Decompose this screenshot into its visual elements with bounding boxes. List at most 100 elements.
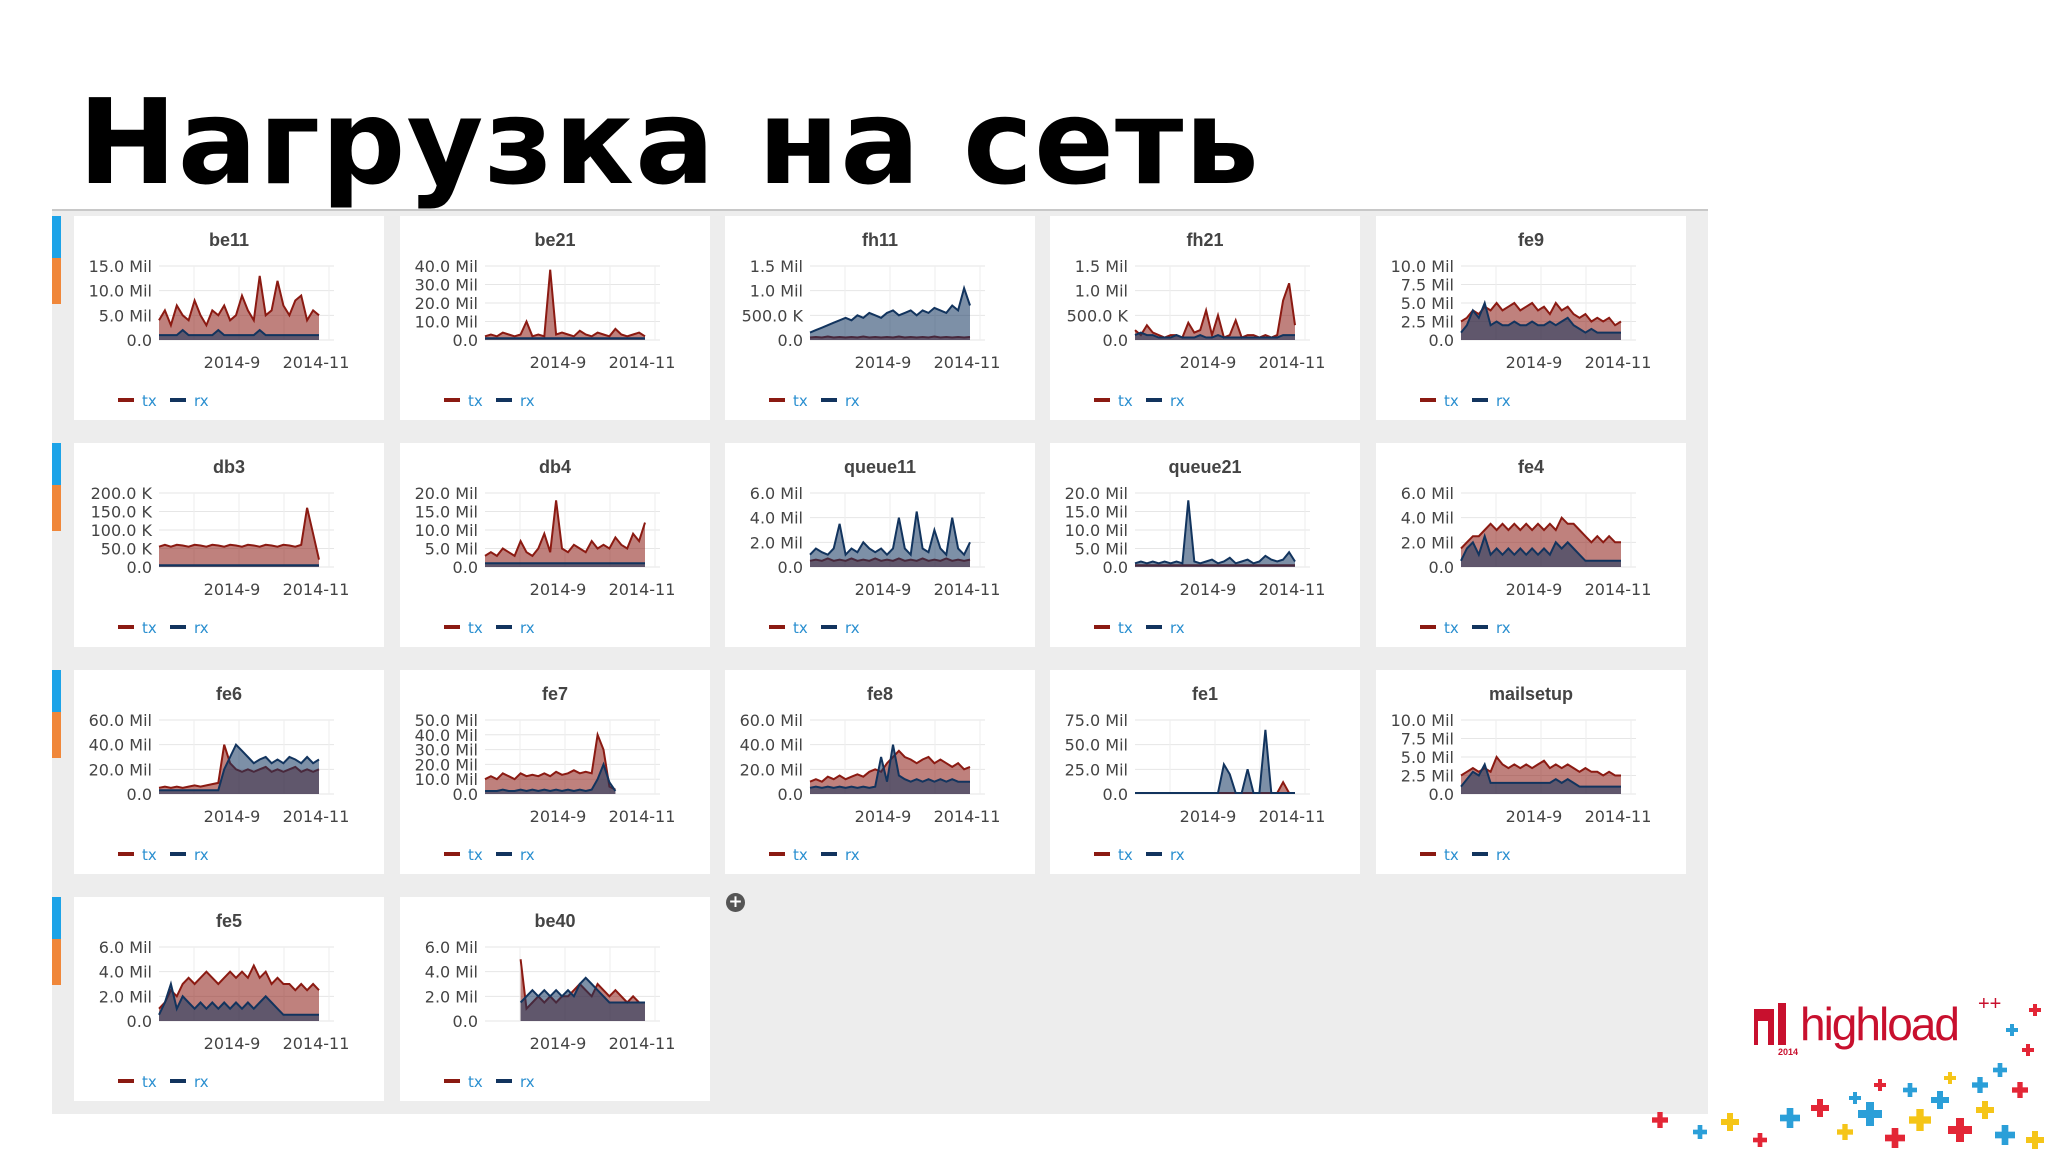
cross-shape xyxy=(1780,1108,1800,1128)
cross-shape xyxy=(1811,1099,1829,1117)
chart-svg: 15.0 Mil 10.0 Mil 5.0 Mil 0.0 2014-9 2014-11 t… xyxy=(89,257,350,410)
legend-label-rx[interactable]: rx xyxy=(1496,392,1511,410)
legend-label-tx[interactable]: tx xyxy=(468,1073,483,1091)
legend-label-tx[interactable]: tx xyxy=(142,1073,157,1091)
y-tick-label: 30.0 Mil xyxy=(415,276,478,295)
plus-circle-icon[interactable]: + xyxy=(726,893,745,912)
legend-label-rx[interactable]: rx xyxy=(194,1073,209,1091)
chart-title: be21 xyxy=(534,230,576,250)
legend-label-rx[interactable]: rx xyxy=(520,846,535,864)
y-tick-label: 0.0 xyxy=(1429,331,1454,350)
y-tick-label: 2.5 Mil xyxy=(1401,767,1454,786)
x-tick-label: 2014-11 xyxy=(1585,807,1652,826)
legend-label-tx[interactable]: tx xyxy=(1444,846,1459,864)
legend-label-rx[interactable]: rx xyxy=(1170,846,1185,864)
y-tick-label: 200.0 K xyxy=(91,484,153,503)
y-tick-label: 4.0 Mil xyxy=(1401,509,1454,528)
x-tick-label: 2014-11 xyxy=(609,580,676,599)
chart-panel-fe6[interactable]: fe6 60.0 Mil 40.0 Mil 20.0 Mil 0.0 2014-9 2014… xyxy=(74,670,384,874)
y-tick-label: 150.0 K xyxy=(91,503,153,522)
legend-label-rx[interactable]: rx xyxy=(1496,846,1511,864)
cross-shape xyxy=(1931,1091,1949,1109)
x-tick-label: 2014-11 xyxy=(1259,580,1326,599)
chart-title: fe7 xyxy=(541,684,568,704)
chart-panel-mailsetup[interactable]: mailsetup 10.0 Mil 7.5 Mil 5.0 Mil 2.5 Mil 0.… xyxy=(1376,670,1686,874)
chart-panel-fe7[interactable]: fe7 50.0 Mil 40.0 Mil 30.0 Mil 20.0 Mil 10.0 … xyxy=(400,670,710,874)
y-tick-label: 5.0 Mil xyxy=(1401,748,1454,767)
chart-panel-be40[interactable]: be40 6.0 Mil 4.0 Mil 2.0 Mil 0.0 2014-9 2014-1… xyxy=(400,897,710,1101)
legend-label-tx[interactable]: tx xyxy=(793,619,808,637)
legend-label-tx[interactable]: tx xyxy=(468,619,483,637)
series-line-rx xyxy=(1460,299,1621,334)
chart-panel-be21[interactable]: be21 40.0 Mil 30.0 Mil 20.0 Mil 10.0 Mil 0.0 2… xyxy=(400,216,710,420)
y-tick-label: 10.0 Mil xyxy=(415,770,478,789)
series-line-tx xyxy=(1460,515,1621,550)
y-tick-label: 0.0 xyxy=(1103,785,1128,804)
y-tick-label: 15.0 Mil xyxy=(89,257,152,276)
cross-shape xyxy=(1849,1092,1861,1104)
cross-shape xyxy=(1995,1125,2015,1145)
legend-label-tx[interactable]: tx xyxy=(142,846,157,864)
legend-label-tx[interactable]: tx xyxy=(1444,392,1459,410)
legend-label-rx[interactable]: rx xyxy=(520,1073,535,1091)
legend-label-rx[interactable]: rx xyxy=(194,846,209,864)
x-tick-label: 2014-11 xyxy=(609,353,676,372)
x-tick-label: 2014-9 xyxy=(1180,580,1237,599)
x-tick-label: 2014-9 xyxy=(530,353,587,372)
legend-label-rx[interactable]: rx xyxy=(194,619,209,637)
legend-label-rx[interactable]: rx xyxy=(1170,392,1185,410)
chart-panel-fh21[interactable]: fh21 1.5 Mil 1.0 Mil 500.0 K 0.0 2014-9 2014-1… xyxy=(1050,216,1360,420)
legend-label-rx[interactable]: rx xyxy=(194,392,209,410)
legend-label-tx[interactable]: tx xyxy=(468,846,483,864)
legend-label-tx[interactable]: tx xyxy=(1444,619,1459,637)
legend-label-tx[interactable]: tx xyxy=(1118,846,1133,864)
chart-panel-queue21[interactable]: queue21 20.0 Mil 15.0 Mil 10.0 Mil 5.0 Mil 0.… xyxy=(1050,443,1360,647)
cross-shape xyxy=(1944,1072,1956,1084)
chart-title: mailsetup xyxy=(1488,684,1574,704)
chart-panel-be11[interactable]: be11 15.0 Mil 10.0 Mil 5.0 Mil 0.0 2014-9 2014… xyxy=(74,216,384,420)
chart-panel-db4[interactable]: db4 20.0 Mil 15.0 Mil 10.0 Mil 5.0 Mil 0.0 201… xyxy=(400,443,710,647)
y-tick-label: 40.0 Mil xyxy=(415,257,478,276)
chart-panel-fh11[interactable]: fh11 1.5 Mil 1.0 Mil 500.0 K 0.0 2014-9 2014-1… xyxy=(725,216,1035,420)
legend-label-rx[interactable]: rx xyxy=(520,392,535,410)
legend-label-tx[interactable]: tx xyxy=(793,846,808,864)
legend-label-rx[interactable]: rx xyxy=(845,619,860,637)
chart-panel-db3[interactable]: db3 200.0 K 150.0 K 100.0 K 50.0 K 0.0 2014-9 2… xyxy=(74,443,384,647)
y-tick-label: 0.0 xyxy=(453,1012,478,1031)
y-tick-label: 0.0 xyxy=(127,1012,152,1031)
legend-label-rx[interactable]: rx xyxy=(1170,619,1185,637)
chart-panel-fe4[interactable]: fe4 6.0 Mil 4.0 Mil 2.0 Mil 0.0 2014-9 2014-11… xyxy=(1376,443,1686,647)
y-tick-label: 75.0 Mil xyxy=(1065,711,1128,730)
series-line-rx xyxy=(1134,331,1295,339)
chart-panel-fe5[interactable]: fe5 6.0 Mil 4.0 Mil 2.0 Mil 0.0 2014-9 2014-11… xyxy=(74,897,384,1101)
series-area-rx xyxy=(159,984,319,1021)
legend-label-rx[interactable]: rx xyxy=(520,619,535,637)
legend-label-rx[interactable]: rx xyxy=(1496,619,1511,637)
x-tick-label: 2014-11 xyxy=(283,1034,350,1053)
y-tick-label: 4.0 Mil xyxy=(99,963,152,982)
legend-label-tx[interactable]: tx xyxy=(468,392,483,410)
y-tick-label: 15.0 Mil xyxy=(415,503,478,522)
y-tick-label: 0.0 xyxy=(453,331,478,350)
legend-label-rx[interactable]: rx xyxy=(845,392,860,410)
legend-label-tx[interactable]: tx xyxy=(1118,619,1133,637)
cross-shape xyxy=(2006,1024,2018,1036)
legend-label-tx[interactable]: tx xyxy=(142,619,157,637)
cross-shape xyxy=(2022,1044,2034,1056)
y-tick-label: 40.0 Mil xyxy=(740,736,803,755)
chart-panel-fe9[interactable]: fe9 10.0 Mil 7.5 Mil 5.0 Mil 2.5 Mil 0.0 2014-… xyxy=(1376,216,1686,420)
chart-panel-queue11[interactable]: queue11 6.0 Mil 4.0 Mil 2.0 Mil 0.0 2014-9 201… xyxy=(725,443,1035,647)
y-tick-label: 5.0 Mil xyxy=(99,306,152,325)
chart-panel-fe8[interactable]: fe8 60.0 Mil 40.0 Mil 20.0 Mil 0.0 2014-9 2014… xyxy=(725,670,1035,874)
legend-label-tx[interactable]: tx xyxy=(793,392,808,410)
legend-label-tx[interactable]: tx xyxy=(1118,392,1133,410)
chart-svg: 60.0 Mil 40.0 Mil 20.0 Mil 0.0 2014-9 2014-11… xyxy=(89,711,350,864)
row-stripe-blue xyxy=(52,443,61,485)
cross-shape xyxy=(1837,1124,1853,1140)
legend-label-rx[interactable]: rx xyxy=(845,846,860,864)
chart-panel-fe1[interactable]: fe1 75.0 Mil 50.0 Mil 25.0 Mil 0.0 2014-9 2014… xyxy=(1050,670,1360,874)
y-tick-label: 1.5 Mil xyxy=(750,257,803,276)
y-tick-label: 40.0 Mil xyxy=(89,736,152,755)
legend-label-tx[interactable]: tx xyxy=(142,392,157,410)
y-tick-label: 2.0 Mil xyxy=(750,533,803,552)
